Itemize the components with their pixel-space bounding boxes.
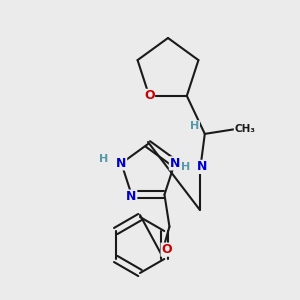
Text: N: N: [169, 157, 180, 170]
Text: N: N: [116, 157, 127, 170]
Text: H: H: [190, 121, 200, 131]
Text: N: N: [126, 190, 137, 203]
Text: H: H: [181, 162, 190, 172]
Text: N: N: [196, 160, 207, 173]
Text: H: H: [99, 154, 108, 164]
Text: CH₃: CH₃: [234, 124, 255, 134]
Text: O: O: [161, 243, 172, 256]
Text: O: O: [144, 89, 154, 102]
